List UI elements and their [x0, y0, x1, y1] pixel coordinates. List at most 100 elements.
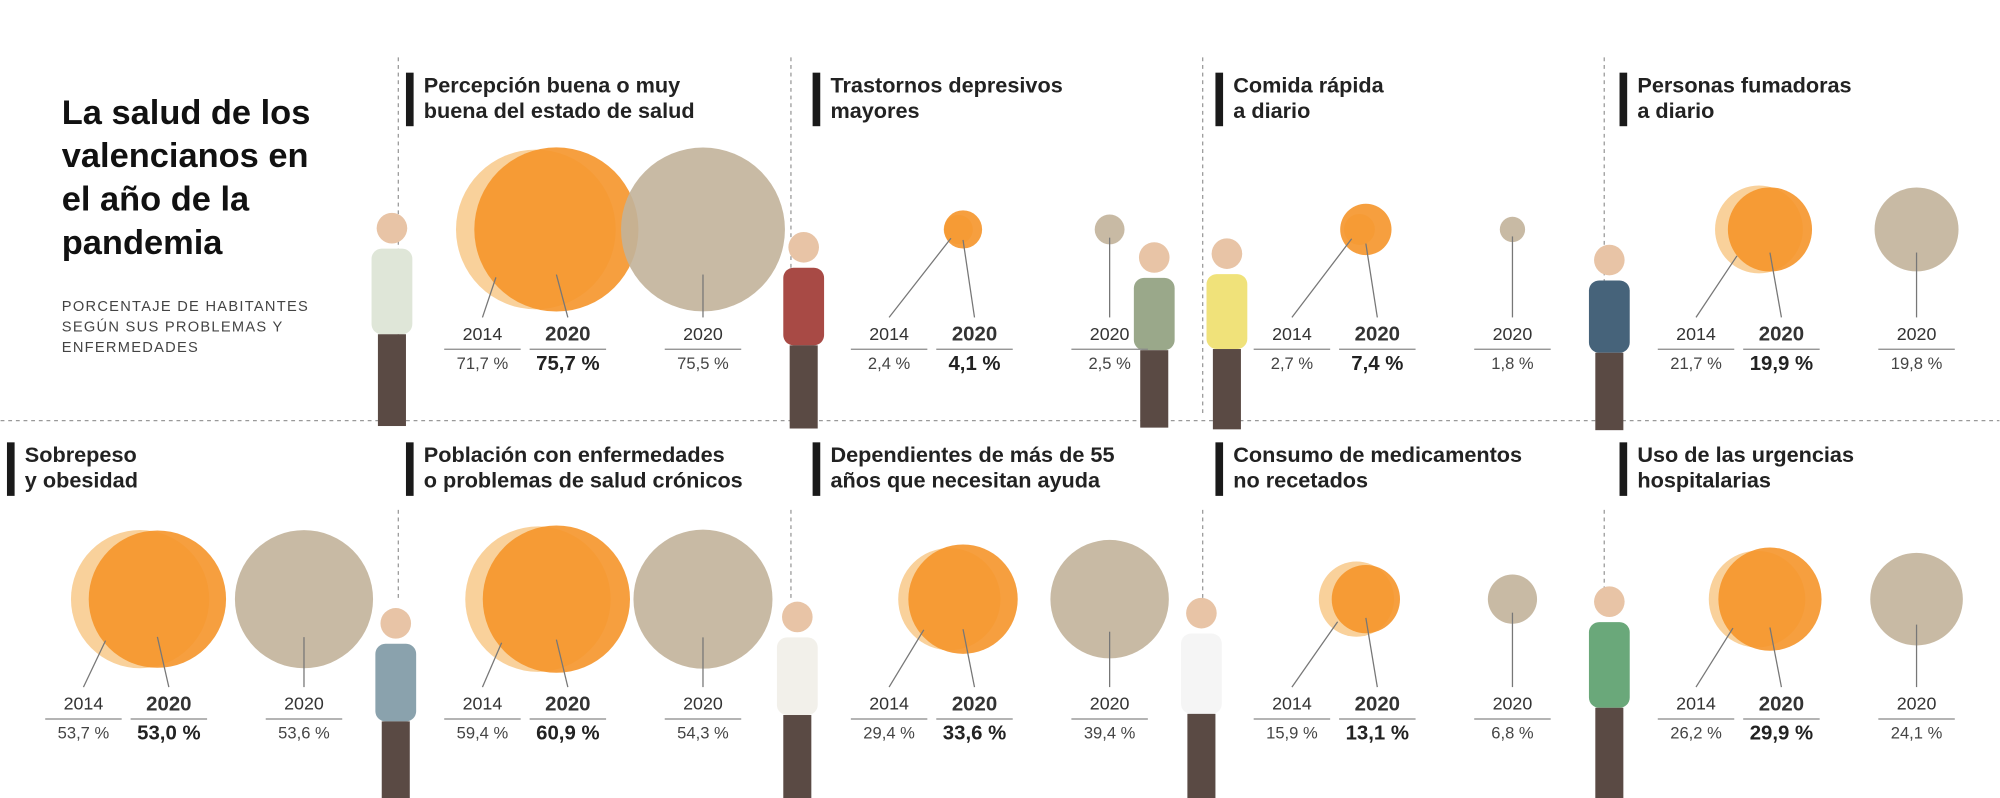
leader-line	[82, 640, 107, 688]
person-legs	[1187, 713, 1216, 798]
year-label: 2020	[1355, 693, 1400, 715]
year-label: 2014	[1676, 324, 1716, 344]
valencia-circle	[1727, 187, 1813, 272]
year-label: 2020	[952, 324, 997, 346]
leader-line	[156, 636, 170, 688]
panel-title: o problemas de salud crónicos	[424, 468, 743, 493]
value-label: 2,7 %	[1271, 354, 1314, 373]
leader-line	[1695, 627, 1734, 688]
year-label: 2020	[1355, 324, 1400, 346]
person-head	[1138, 242, 1170, 273]
leader-line	[888, 237, 952, 318]
spain-circle	[1094, 214, 1125, 245]
year-label: 2020	[1493, 324, 1533, 344]
value-label: 53,0 %	[137, 723, 200, 745]
person-legs	[377, 334, 406, 427]
year-label: 2014	[1676, 694, 1716, 714]
value-label: 75,5 %	[677, 354, 729, 373]
title-bar	[405, 442, 414, 496]
valencia-circle	[1340, 203, 1392, 256]
year-label: 2014	[869, 324, 909, 344]
value-label: 6,8 %	[1491, 724, 1534, 743]
value-label: 1,8 %	[1491, 354, 1534, 373]
person-head	[1211, 238, 1243, 269]
year-label: 2020	[1897, 694, 1937, 714]
person-legs	[1595, 707, 1624, 798]
year-label: 2020	[1090, 324, 1130, 344]
person-head	[380, 608, 412, 639]
panel-title: Trastornos depresivos	[830, 72, 1062, 97]
value-label: 2,4 %	[868, 354, 911, 373]
year-label: 2014	[463, 324, 503, 344]
panel-title: Consumo de medicamentos	[1233, 442, 1522, 467]
title-bar	[812, 442, 821, 496]
value-label: 29,9 %	[1750, 723, 1813, 745]
panel-title: Sobrepeso	[25, 442, 137, 467]
person-head	[1594, 586, 1625, 617]
leader-line	[1695, 255, 1738, 318]
value-label: 60,9 %	[536, 723, 599, 745]
value-label: 21,7 %	[1670, 354, 1722, 373]
spain-circle	[1487, 574, 1538, 624]
title-bar	[1619, 72, 1628, 127]
spain-circle	[1870, 552, 1963, 646]
main-title: valencianos en	[62, 137, 309, 175]
person-body	[1206, 274, 1248, 350]
leader-line	[481, 642, 503, 688]
year-label: 2020	[284, 694, 324, 714]
value-label: 26,2 %	[1670, 724, 1722, 743]
person-body	[1133, 277, 1175, 351]
year-label: 2014	[869, 694, 909, 714]
value-label: 2,5 %	[1088, 354, 1131, 373]
person-head	[1594, 244, 1625, 276]
year-label: 2020	[1897, 324, 1937, 344]
person-body	[371, 248, 413, 335]
value-label: 53,6 %	[278, 724, 330, 743]
valencia-circle	[943, 210, 983, 249]
spain-circle	[234, 530, 374, 669]
panel-title: Personas fumadoras	[1637, 72, 1851, 97]
subtitle: ENFERMEDADES	[62, 340, 199, 356]
person-body	[1588, 622, 1630, 708]
year-label: 2020	[952, 693, 997, 715]
valencia-circle	[88, 530, 227, 668]
leader-line	[555, 639, 569, 688]
title-bar	[1215, 442, 1224, 496]
value-label: 59,4 %	[457, 724, 509, 743]
value-label: 33,6 %	[943, 723, 1006, 745]
valencia-circle	[482, 525, 630, 673]
value-label: 7,4 %	[1351, 353, 1403, 375]
title-bar	[1619, 442, 1628, 496]
value-label: 53,7 %	[58, 724, 110, 743]
panel-title: mayores	[830, 98, 919, 123]
value-label: 75,7 %	[536, 353, 599, 375]
person-head	[1186, 597, 1217, 629]
value-label: 4,1 %	[948, 353, 1000, 375]
panel-title: Dependientes de más de 55	[830, 442, 1114, 467]
panel-title: años que necesitan ayuda	[830, 468, 1101, 493]
panel-title: Percepción buena o muy	[424, 72, 680, 97]
value-label: 13,1 %	[1346, 723, 1409, 745]
year-label: 2020	[683, 694, 723, 714]
main-title: La salud de los	[62, 94, 311, 132]
panel-title: no recetados	[1233, 468, 1368, 493]
spain-circle	[621, 147, 785, 312]
year-label: 2014	[1272, 694, 1312, 714]
person-head	[788, 232, 819, 263]
value-label: 24,1 %	[1891, 724, 1943, 743]
leader-line	[555, 274, 569, 318]
year-label: 2014	[463, 694, 503, 714]
title-bar	[405, 72, 414, 127]
subtitle: PORCENTAJE DE HABITANTES	[62, 299, 309, 315]
panel-title: buena del estado de salud	[424, 98, 695, 123]
spain-circle	[633, 529, 773, 669]
panel-title: a diario	[1233, 98, 1310, 123]
leader-line	[962, 629, 976, 688]
leader-line	[481, 277, 497, 318]
title-bar	[1215, 72, 1224, 127]
spain-circle	[1499, 216, 1526, 243]
person-head	[782, 601, 813, 633]
main-title: pandemia	[62, 224, 223, 262]
value-label: 29,4 %	[863, 724, 915, 743]
